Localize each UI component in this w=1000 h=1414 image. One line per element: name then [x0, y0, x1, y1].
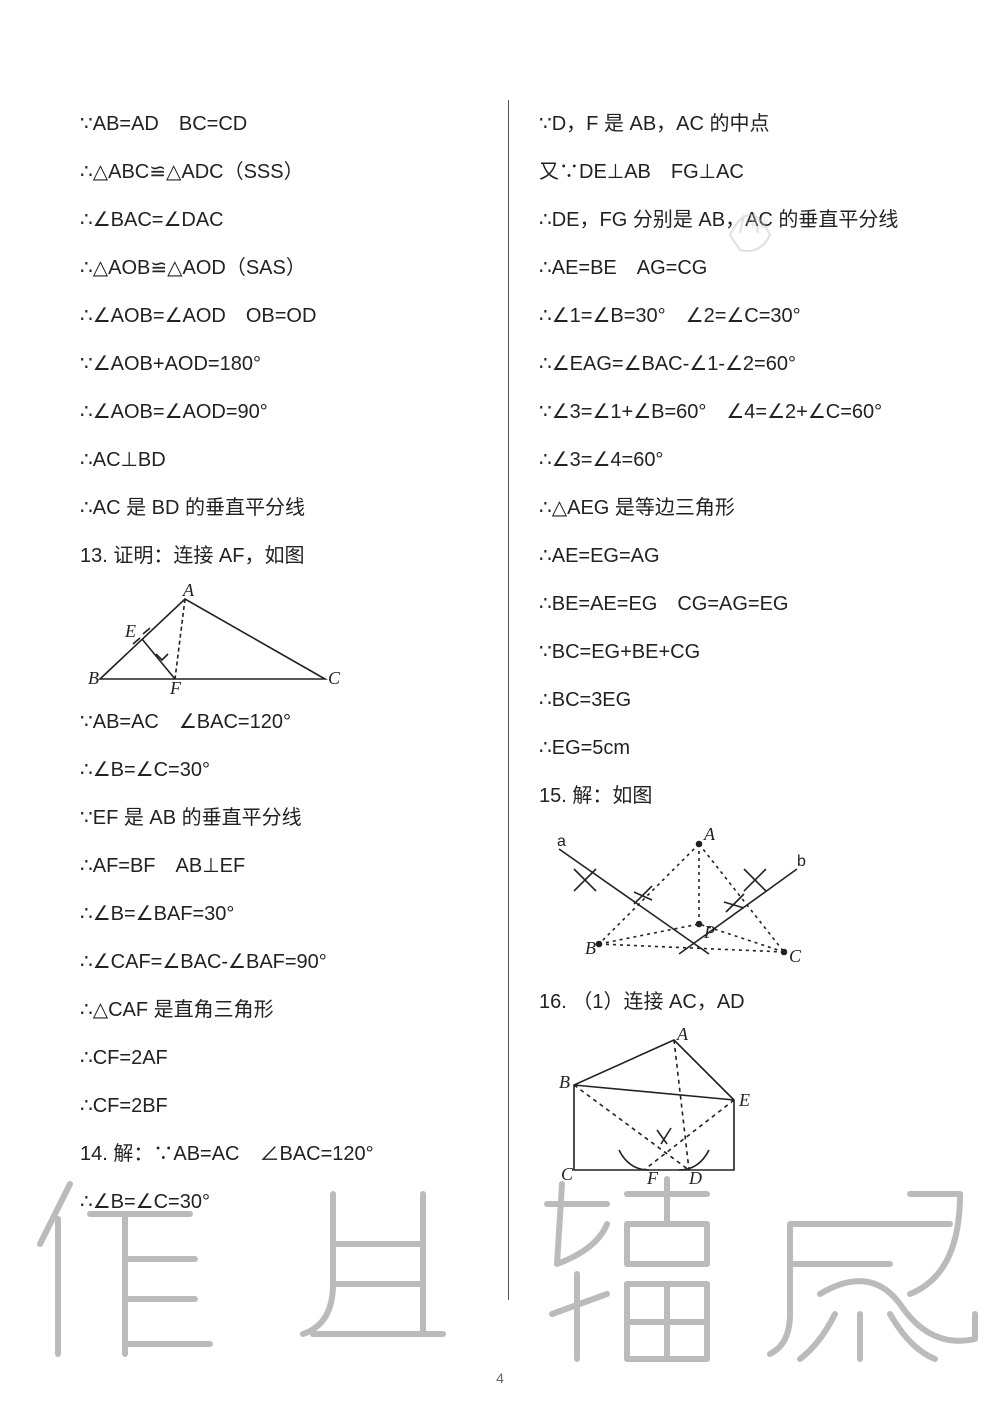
fig16-label-D: D [688, 1168, 702, 1188]
right-line-3: ∴DE，FG 分别是 AB，AC 的垂直平分线 [539, 196, 930, 244]
right-line-12: ∵BC=EG+BE+CG [539, 628, 930, 676]
left-line-19: ∴CF=2BF [80, 1082, 454, 1130]
fig16-label-B: B [559, 1072, 570, 1092]
left-line-17: ∴△CAF 是直角三角形 [80, 986, 454, 1034]
left-line-15: ∴∠B=∠BAF=30° [80, 890, 454, 938]
right-line-5: ∴∠1=∠B=30° ∠2=∠C=30° [539, 292, 930, 340]
fig16-label-A: A [676, 1024, 689, 1044]
right-line-14: ∴EG=5cm [539, 724, 930, 772]
fig13-label-F: F [169, 678, 182, 698]
figure-16: A B C E F D [539, 1030, 930, 1180]
page-number: 4 [0, 1370, 1000, 1386]
fig15-label-A: A [703, 824, 716, 844]
left-line-11: ∵AB=AC ∠BAC=120° [80, 698, 454, 746]
right-column: ∵D，F 是 AB，AC 的中点 又∵DE⊥AB FG⊥AC ∴DE，FG 分别… [508, 100, 930, 1300]
left-line-8: ∴AC⊥BD [80, 436, 454, 484]
left-line-1: ∵AB=AD BC=CD [80, 100, 454, 148]
fig13-label-C: C [328, 668, 341, 688]
figure-15: A B C P a b [539, 824, 930, 974]
right-line-2: 又∵DE⊥AB FG⊥AC [539, 148, 930, 196]
right-line-1: ∵D，F 是 AB，AC 的中点 [539, 100, 930, 148]
fig16-label-F: F [646, 1168, 659, 1188]
left-line-4: ∴△AOB≌△AOD（SAS） [80, 244, 454, 292]
fig15-label-a: a [557, 833, 566, 850]
left-line-12: ∴∠B=∠C=30° [80, 746, 454, 794]
fig15-label-C: C [789, 946, 802, 966]
fig16-label-E: E [738, 1090, 750, 1110]
fig13-label-B: B [88, 668, 99, 688]
fig15-label-B: B [585, 938, 596, 958]
right-line-7: ∵∠3=∠1+∠B=60° ∠4=∠2+∠C=60° [539, 388, 930, 436]
figure-13: A B C E F [80, 584, 454, 694]
fig13-label-E: E [124, 621, 136, 641]
right-line-13: ∴BC=3EG [539, 676, 930, 724]
right-line-16: 16. （1）连接 AC，AD [539, 978, 930, 1026]
left-line-18: ∴CF=2AF [80, 1034, 454, 1082]
right-line-6: ∴∠EAG=∠BAC-∠1-∠2=60° [539, 340, 930, 388]
left-line-9: ∴AC 是 BD 的垂直平分线 [80, 484, 454, 532]
left-line-7: ∴∠AOB=∠AOD=90° [80, 388, 454, 436]
left-line-13: ∵EF 是 AB 的垂直平分线 [80, 794, 454, 842]
left-line-21: ∴∠B=∠C=30° [80, 1178, 454, 1226]
left-line-14: ∴AF=BF AB⊥EF [80, 842, 454, 890]
left-line-3: ∴∠BAC=∠DAC [80, 196, 454, 244]
right-line-8: ∴∠3=∠4=60° [539, 436, 930, 484]
left-line-6: ∵∠AOB+AOD=180° [80, 340, 454, 388]
right-line-15: 15. 解：如图 [539, 772, 930, 820]
right-line-4: ∴AE=BE AG=CG [539, 244, 930, 292]
right-line-10: ∴AE=EG=AG [539, 532, 930, 580]
fig16-label-C: C [561, 1164, 574, 1184]
fig15-label-b: b [797, 853, 806, 870]
fig15-label-P: P [703, 922, 715, 942]
right-line-9: ∴△AEG 是等边三角形 [539, 484, 930, 532]
left-column: ∵AB=AD BC=CD ∴△ABC≌△ADC（SSS） ∴∠BAC=∠DAC … [80, 100, 454, 1300]
left-line-10: 13. 证明：连接 AF，如图 [80, 532, 454, 580]
fig13-label-A: A [182, 580, 195, 600]
left-line-2: ∴△ABC≌△ADC（SSS） [80, 148, 454, 196]
left-line-20: 14. 解：∵AB=AC ∠BAC=120° [80, 1130, 454, 1178]
left-line-5: ∴∠AOB=∠AOD OB=OD [80, 292, 454, 340]
right-line-11: ∴BE=AE=EG CG=AG=EG [539, 580, 930, 628]
left-line-16: ∴∠CAF=∠BAC-∠BAF=90° [80, 938, 454, 986]
